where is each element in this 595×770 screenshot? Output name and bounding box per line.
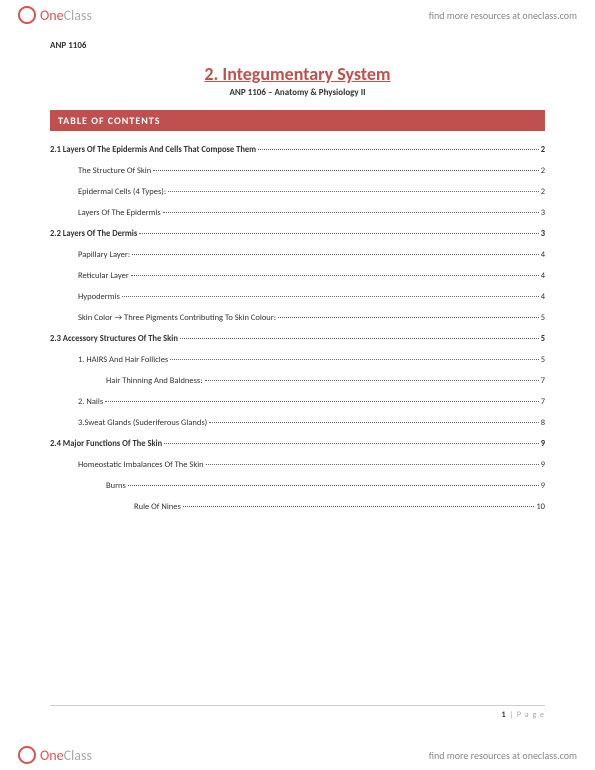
toc-leader-dots — [180, 338, 539, 339]
toc-leader-dots — [209, 422, 538, 423]
toc-leader-dots — [128, 485, 539, 486]
toc-row[interactable]: Papillary Layer: 4 — [50, 250, 545, 260]
toc-entry-page: 4 — [541, 292, 545, 302]
header-bar: OneClass find more resources at oneclass… — [0, 0, 595, 30]
toc-leader-dots — [206, 464, 539, 465]
logo-text-class: Class — [64, 7, 92, 24]
toc-entry-label: Burns — [106, 481, 126, 491]
toc-leader-dots — [132, 254, 539, 255]
page-number-sep: | — [509, 710, 513, 720]
toc-entry-label: Layers Of The Epidermis — [78, 208, 161, 218]
toc-row[interactable]: Homeostatic Imbalances Of The Skin 9 — [50, 460, 545, 470]
toc-list: 2.1 Layers Of The Epidermis And Cells Th… — [50, 145, 545, 512]
toc-entry-page: 10 — [536, 502, 545, 512]
toc-entry-page: 9 — [541, 460, 545, 470]
toc-entry-label: Rule Of Nines — [134, 502, 181, 512]
page-title: 2. Integumentary System — [50, 63, 545, 85]
toc-entry-page: 9 — [541, 481, 545, 491]
toc-leader-dots — [170, 359, 538, 360]
brand-logo: OneClass — [18, 6, 92, 24]
toc-entry-label: 2.4 Major Functions Of The Skin — [50, 439, 162, 449]
toc-row[interactable]: 2.1 Layers Of The Epidermis And Cells Th… — [50, 145, 545, 155]
toc-entry-label: 1. HAIRS And Hair Follicles — [78, 355, 168, 365]
toc-row[interactable]: Burns 9 — [50, 481, 545, 491]
toc-entry-page: 5 — [541, 313, 545, 323]
toc-row[interactable]: Epidermal Cells (4 Types): 2 — [50, 187, 545, 197]
toc-leader-dots — [163, 212, 539, 213]
page-subtitle: ANP 1106 – Anatomy & Physiology II — [50, 87, 545, 98]
resources-link-bottom[interactable]: find more resources at oneclass.com — [429, 749, 577, 762]
logo-text-one: One — [40, 7, 64, 24]
toc-entry-label: 2.1 Layers Of The Epidermis And Cells Th… — [50, 145, 256, 155]
toc-entry-page: 7 — [541, 397, 545, 407]
toc-leader-dots — [153, 170, 539, 171]
page-number-value: 1 — [501, 710, 505, 720]
toc-leader-dots — [131, 275, 539, 276]
toc-row[interactable]: Reticular Layer 4 — [50, 271, 545, 281]
toc-row[interactable]: 3.Sweat Glands (Suderiferous Glands) 8 — [50, 418, 545, 428]
page-number-label: P a g e — [517, 710, 545, 720]
toc-entry-page: 3 — [541, 229, 545, 239]
toc-row[interactable]: 2.2 Layers Of The Dermis 3 — [50, 229, 545, 239]
document-page: ANP 1106 2. Integumentary System ANP 110… — [50, 40, 545, 720]
toc-leader-dots — [122, 296, 539, 297]
toc-header: TABLE OF CONTENTS — [50, 110, 545, 131]
course-code: ANP 1106 — [50, 40, 545, 51]
footer-bar: OneClass find more resources at oneclass… — [0, 740, 595, 770]
toc-entry-label: 2. Nails — [78, 397, 103, 407]
toc-entry-page: 2 — [541, 166, 545, 176]
toc-row[interactable]: 1. HAIRS And Hair Follicles 5 — [50, 355, 545, 365]
toc-entry-label: Homeostatic Imbalances Of The Skin — [78, 460, 204, 470]
toc-leader-dots — [278, 317, 539, 318]
toc-entry-label: Hypodermis — [78, 292, 120, 302]
toc-entry-label: 2.2 Layers Of The Dermis — [50, 229, 137, 239]
toc-row[interactable]: Layers Of The Epidermis 3 — [50, 208, 545, 218]
toc-leader-dots — [168, 191, 539, 192]
resources-link-top[interactable]: find more resources at oneclass.com — [429, 9, 577, 22]
toc-leader-dots — [139, 233, 538, 234]
toc-entry-label: Hair Thinning And Baldness: — [106, 376, 203, 386]
logo-text-one: One — [40, 747, 64, 764]
toc-entry-label: The Structure Of Skin — [78, 166, 151, 176]
toc-entry-label: Papillary Layer: — [78, 250, 130, 260]
toc-entry-label: 3.Sweat Glands (Suderiferous Glands) — [78, 418, 207, 428]
toc-entry-page: 2 — [541, 187, 545, 197]
logo-icon — [18, 6, 36, 24]
toc-entry-page: 2 — [541, 145, 545, 155]
toc-row[interactable]: Hair Thinning And Baldness: 7 — [50, 376, 545, 386]
toc-row[interactable]: Hypodermis 4 — [50, 292, 545, 302]
logo-text-class: Class — [64, 747, 92, 764]
toc-row[interactable]: 2. Nails 7 — [50, 397, 545, 407]
toc-entry-label: Epidermal Cells (4 Types): — [78, 187, 166, 197]
page-number: 1 | P a g e — [501, 710, 545, 720]
toc-entry-page: 8 — [541, 418, 545, 428]
toc-leader-dots — [205, 380, 539, 381]
toc-row[interactable]: Skin Color → Three Pigments Contributing… — [50, 313, 545, 323]
toc-leader-dots — [105, 401, 539, 402]
brand-logo-footer: OneClass — [18, 746, 92, 764]
toc-row[interactable]: The Structure Of Skin 2 — [50, 166, 545, 176]
toc-leader-dots — [164, 443, 538, 444]
toc-row[interactable]: Rule Of Nines 10 — [50, 502, 545, 512]
logo-icon — [18, 746, 36, 764]
toc-entry-page: 4 — [541, 271, 545, 281]
toc-leader-dots — [183, 506, 535, 507]
toc-row[interactable]: 2.3 Accessory Structures Of The Skin 5 — [50, 334, 545, 344]
toc-entry-page: 5 — [541, 355, 545, 365]
toc-entry-label: 2.3 Accessory Structures Of The Skin — [50, 334, 178, 344]
toc-entry-page: 7 — [541, 376, 545, 386]
toc-entry-page: 4 — [541, 250, 545, 260]
toc-entry-page: 9 — [541, 439, 545, 449]
toc-row[interactable]: 2.4 Major Functions Of The Skin 9 — [50, 439, 545, 449]
toc-entry-label: Skin Color → Three Pigments Contributing… — [78, 313, 276, 323]
toc-entry-label: Reticular Layer — [78, 271, 129, 281]
footer-rule — [50, 705, 545, 706]
toc-entry-page: 3 — [541, 208, 545, 218]
toc-entry-page: 5 — [541, 334, 545, 344]
toc-leader-dots — [258, 149, 539, 150]
